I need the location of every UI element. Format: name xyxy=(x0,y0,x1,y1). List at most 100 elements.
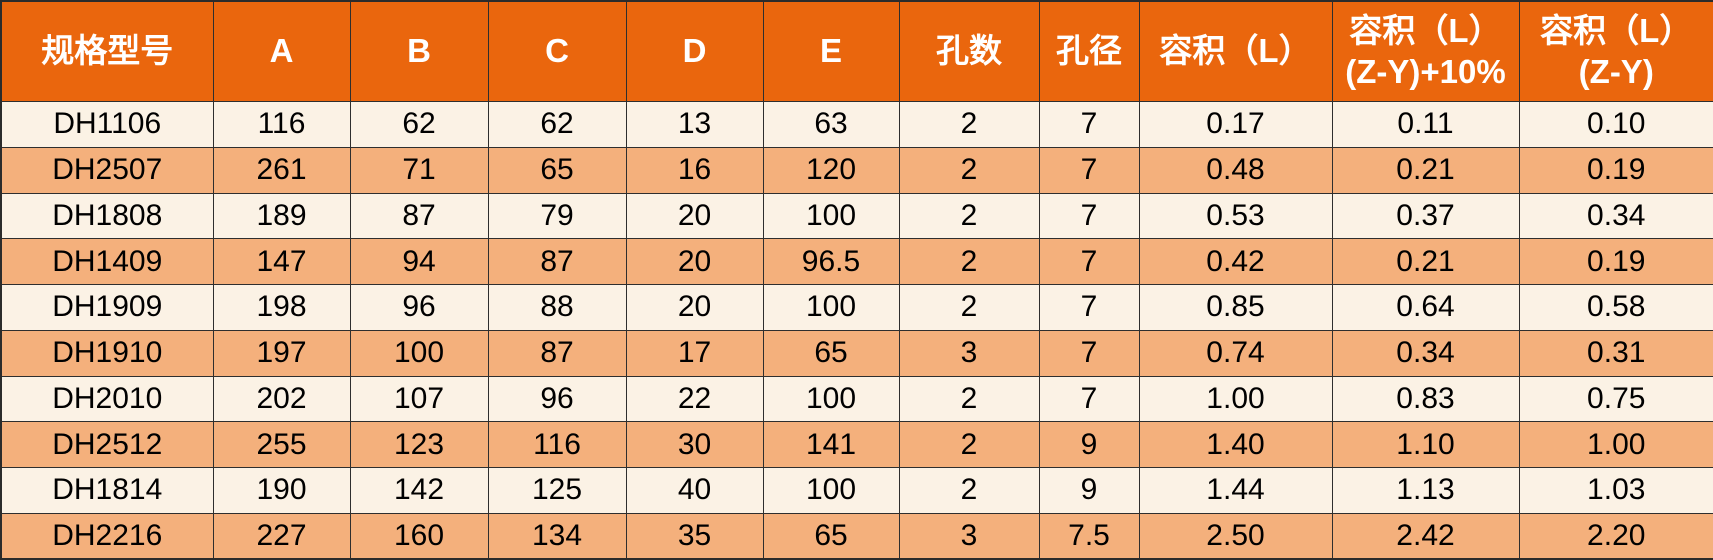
value-cell: 1.00 xyxy=(1518,421,1713,468)
value-cell: 35 xyxy=(625,512,764,560)
value-cell: 3 xyxy=(898,512,1040,560)
value-cell: 0.37 xyxy=(1331,192,1520,240)
header-label: 容积（L） xyxy=(1540,12,1693,50)
value-cell: 71 xyxy=(349,146,489,194)
value-cell: 87 xyxy=(487,329,627,377)
model-cell: DH1910 xyxy=(0,329,214,377)
value-cell: 65 xyxy=(487,146,627,194)
value-cell: 2 xyxy=(898,284,1040,331)
value-cell: 120 xyxy=(762,146,900,194)
value-cell: 96 xyxy=(487,375,627,423)
value-cell: 0.17 xyxy=(1138,101,1333,148)
value-cell: 3 xyxy=(898,329,1040,377)
value-cell: 1.44 xyxy=(1138,467,1333,514)
header-sublabel: (Z-Y) xyxy=(1578,52,1654,90)
value-cell: 2 xyxy=(898,421,1040,468)
value-cell: 7 xyxy=(1038,238,1140,285)
value-cell: 0.21 xyxy=(1331,238,1520,285)
value-cell: 2.42 xyxy=(1331,512,1520,560)
value-cell: 65 xyxy=(762,329,900,377)
header-model: 规格型号 xyxy=(0,0,214,102)
value-cell: 20 xyxy=(625,238,764,285)
value-cell: 1.40 xyxy=(1138,421,1333,468)
value-cell: 0.53 xyxy=(1138,192,1333,240)
value-cell: 62 xyxy=(349,101,489,148)
table-row: DH1910 197 100 87 17 65 3 7 0.74 0.34 0.31 xyxy=(0,329,1713,377)
value-cell: 160 xyxy=(349,512,489,560)
value-cell: 0.21 xyxy=(1331,146,1520,194)
table-row: DH2010 202 107 96 22 100 2 7 1.00 0.83 0.75 xyxy=(0,375,1713,423)
model-cell: DH2010 xyxy=(0,375,214,423)
value-cell: 22 xyxy=(625,375,764,423)
value-cell: 88 xyxy=(487,284,627,331)
value-cell: 87 xyxy=(349,192,489,240)
value-cell: 13 xyxy=(625,101,764,148)
value-cell: 9 xyxy=(1038,421,1140,468)
table-row: DH2507 261 71 65 16 120 2 7 0.48 0.21 0.19 xyxy=(0,146,1713,194)
value-cell: 0.83 xyxy=(1331,375,1520,423)
value-cell: 7 xyxy=(1038,329,1140,377)
header-label: A xyxy=(269,32,294,70)
value-cell: 87 xyxy=(487,238,627,285)
value-cell: 0.75 xyxy=(1518,375,1713,423)
value-cell: 142 xyxy=(349,467,489,514)
value-cell: 125 xyxy=(487,467,627,514)
value-cell: 0.11 xyxy=(1331,101,1520,148)
value-cell: 107 xyxy=(349,375,489,423)
header-label: 容积（L） xyxy=(1159,32,1312,70)
value-cell: 255 xyxy=(212,421,351,468)
header-label: B xyxy=(407,32,431,70)
value-cell: 1.03 xyxy=(1518,467,1713,514)
value-cell: 141 xyxy=(762,421,900,468)
value-cell: 100 xyxy=(762,375,900,423)
value-cell: 2.50 xyxy=(1138,512,1333,560)
value-cell: 147 xyxy=(212,238,351,285)
value-cell: 65 xyxy=(762,512,900,560)
value-cell: 116 xyxy=(212,101,351,148)
header-sublabel: (Z-Y)+10% xyxy=(1345,52,1506,90)
value-cell: 0.58 xyxy=(1518,284,1713,331)
value-cell: 2 xyxy=(898,238,1040,285)
value-cell: 1.00 xyxy=(1138,375,1333,423)
table-row: DH2512 255 123 116 30 141 2 9 1.40 1.10 1.00 xyxy=(0,421,1713,468)
table-row: DH2216 227 160 134 35 65 3 7.5 2.50 2.42 2.20 xyxy=(0,512,1713,560)
value-cell: 2.20 xyxy=(1518,512,1713,560)
value-cell: 123 xyxy=(349,421,489,468)
model-cell: DH1814 xyxy=(0,467,214,514)
value-cell: 100 xyxy=(762,284,900,331)
value-cell: 2 xyxy=(898,375,1040,423)
header-label: 孔径 xyxy=(1056,32,1122,70)
value-cell: 0.42 xyxy=(1138,238,1333,285)
value-cell: 2 xyxy=(898,192,1040,240)
value-cell: 0.74 xyxy=(1138,329,1333,377)
value-cell: 0.31 xyxy=(1518,329,1713,377)
value-cell: 100 xyxy=(349,329,489,377)
value-cell: 0.48 xyxy=(1138,146,1333,194)
value-cell: 134 xyxy=(487,512,627,560)
header-row: 规格型号 A B C D E 孔数 孔径 容积（L） 容积（L） (Z-Y)+10… xyxy=(0,0,1713,102)
value-cell: 0.85 xyxy=(1138,284,1333,331)
value-cell: 2 xyxy=(898,146,1040,194)
header-volume: 容积（L） xyxy=(1138,0,1333,102)
value-cell: 190 xyxy=(212,467,351,514)
model-cell: DH1409 xyxy=(0,238,214,285)
value-cell: 17 xyxy=(625,329,764,377)
model-cell: DH1106 xyxy=(0,101,214,148)
value-cell: 96 xyxy=(349,284,489,331)
value-cell: 20 xyxy=(625,284,764,331)
value-cell: 79 xyxy=(487,192,627,240)
header-d: D xyxy=(625,0,764,102)
value-cell: 227 xyxy=(212,512,351,560)
value-cell: 202 xyxy=(212,375,351,423)
value-cell: 7.5 xyxy=(1038,512,1140,560)
table-row: DH1106 116 62 62 13 63 2 7 0.17 0.11 0.10 xyxy=(0,101,1713,148)
value-cell: 63 xyxy=(762,101,900,148)
value-cell: 100 xyxy=(762,192,900,240)
header-hole-diameter: 孔径 xyxy=(1038,0,1140,102)
value-cell: 16 xyxy=(625,146,764,194)
header-hole-count: 孔数 xyxy=(898,0,1040,102)
header-c: C xyxy=(487,0,627,102)
value-cell: 116 xyxy=(487,421,627,468)
